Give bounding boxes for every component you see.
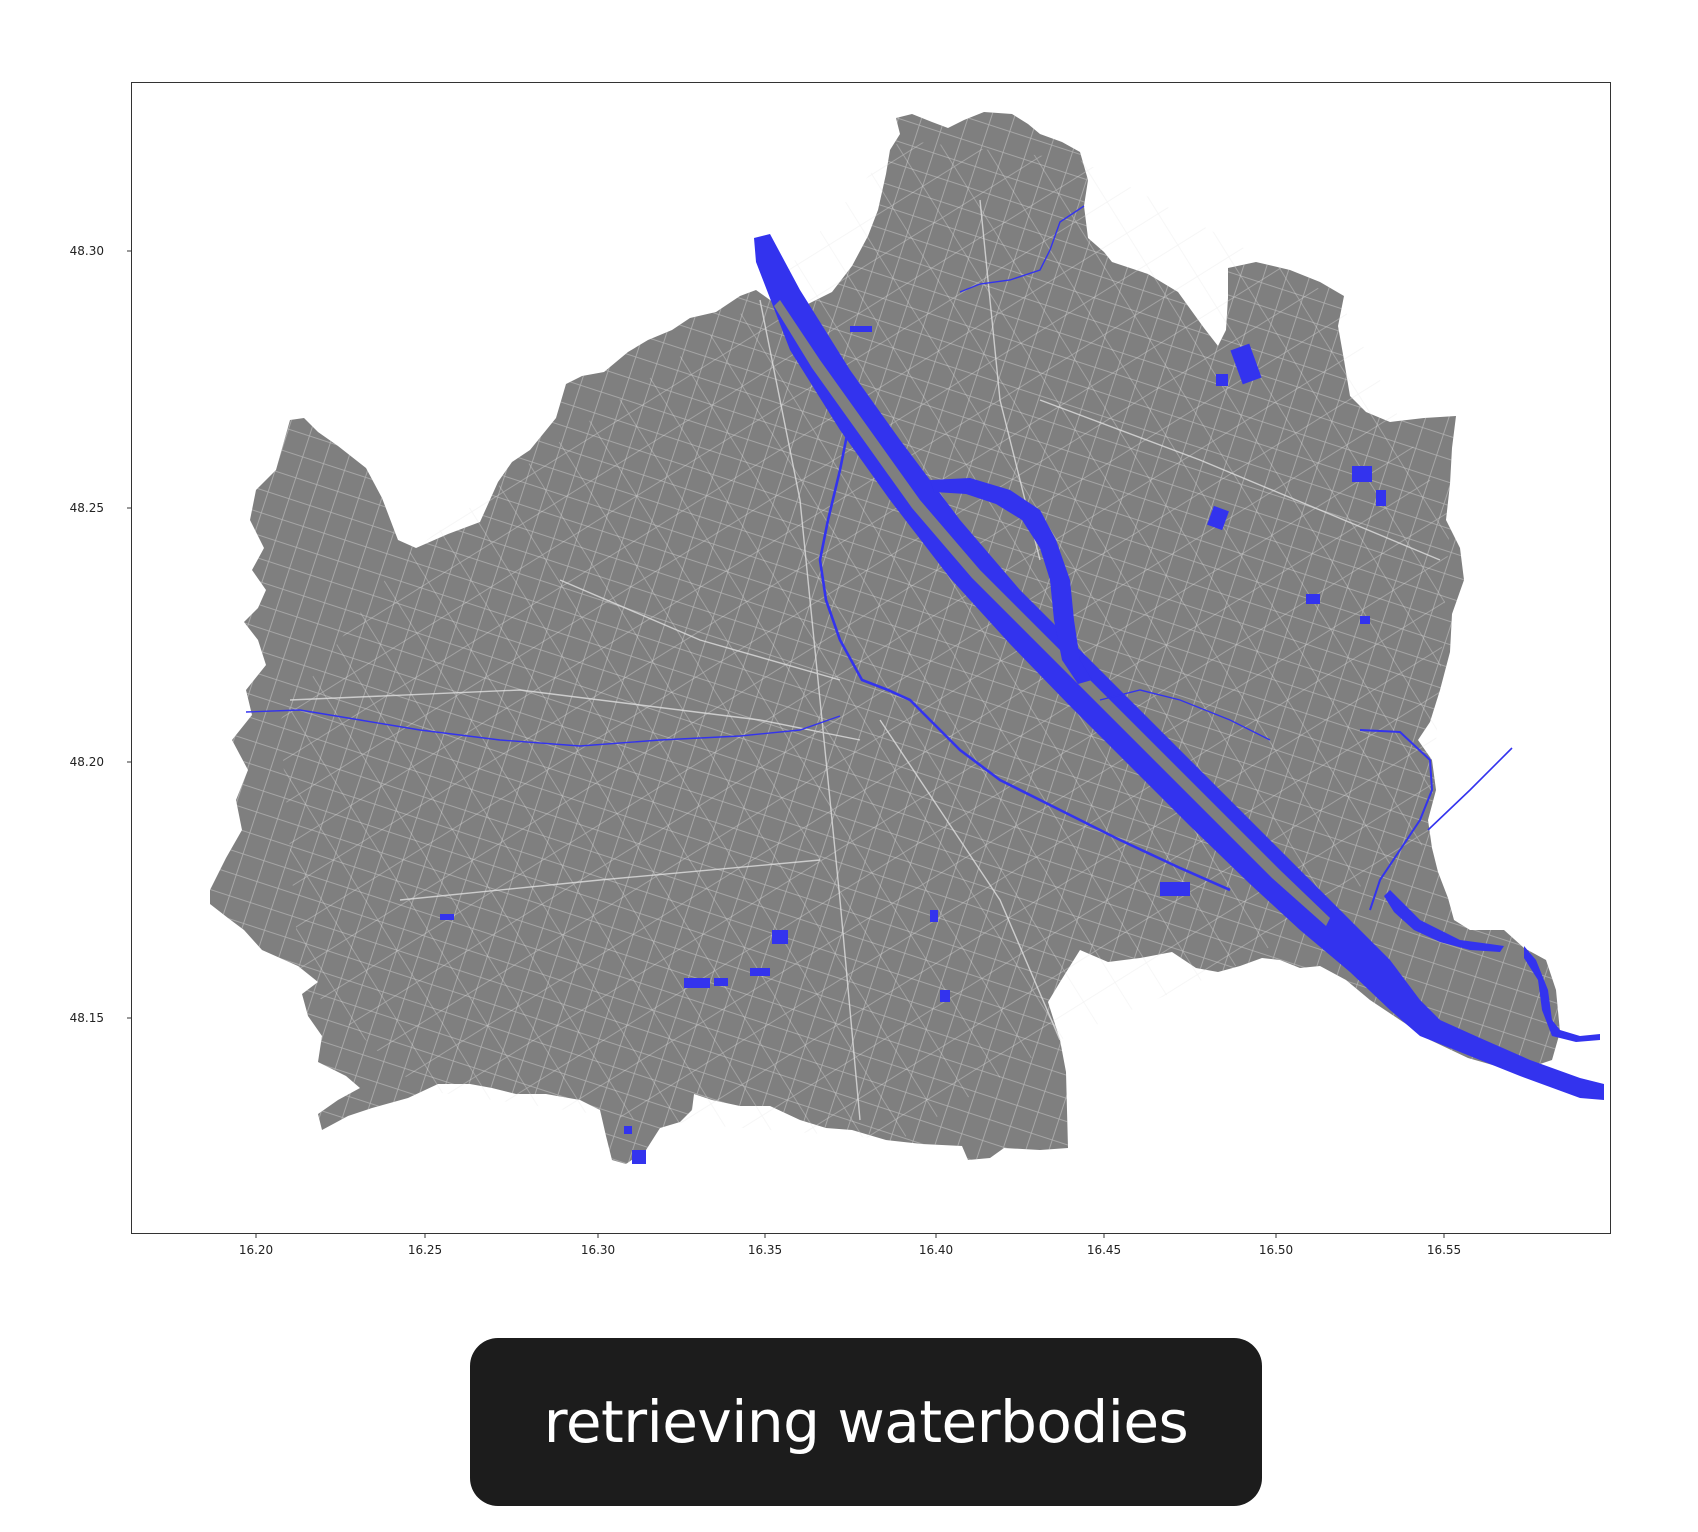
vienna-map xyxy=(127,112,1604,1238)
x-tick-label: 16.55 xyxy=(1426,1243,1462,1257)
lobau-stream xyxy=(1359,729,1434,911)
pond xyxy=(930,910,938,922)
pond xyxy=(1306,594,1320,604)
old-danube xyxy=(930,478,1092,684)
x-tick-label: 16.35 xyxy=(747,1243,783,1257)
lobau-arm xyxy=(1524,946,1600,1042)
pond xyxy=(440,914,454,920)
axis-ticks xyxy=(127,250,1445,1238)
pond xyxy=(684,978,710,988)
pond xyxy=(1160,882,1190,896)
pond xyxy=(1207,505,1229,531)
lobau-channel xyxy=(1384,890,1504,952)
y-tick-label: 48.15 xyxy=(69,1011,104,1025)
pond xyxy=(632,1150,646,1164)
x-tick-label: 16.50 xyxy=(1258,1243,1294,1257)
x-tick-label: 16.40 xyxy=(918,1243,954,1257)
east-stream xyxy=(1099,689,1271,741)
pond xyxy=(1352,466,1372,482)
danube-canal xyxy=(818,429,1231,892)
x-tick-label: 16.25 xyxy=(407,1243,443,1257)
y-tick-label: 48.30 xyxy=(69,244,104,258)
pond xyxy=(1230,343,1262,385)
street-network-secondary xyxy=(280,140,1450,1140)
marchfeld-canal xyxy=(1427,747,1513,831)
caption-banner: retrieving waterbodies xyxy=(470,1338,1262,1506)
pond xyxy=(624,1126,632,1134)
pond xyxy=(772,930,788,944)
waterbodies xyxy=(245,205,1604,1164)
caption-text: retrieving waterbodies xyxy=(543,1388,1189,1456)
wien-river xyxy=(245,709,841,747)
x-tick-label: 16.20 xyxy=(238,1243,274,1257)
pond xyxy=(750,968,770,976)
y-tick-label: 48.20 xyxy=(69,755,104,769)
x-tick-label: 16.45 xyxy=(1086,1243,1122,1257)
y-tick-label: 48.25 xyxy=(69,501,104,515)
northern-stream xyxy=(959,205,1085,293)
pond xyxy=(1216,374,1228,386)
pond xyxy=(850,326,872,332)
x-tick-label: 16.30 xyxy=(580,1243,616,1257)
pond xyxy=(1376,490,1386,506)
pond xyxy=(1360,616,1370,624)
pond xyxy=(940,990,950,1002)
pond xyxy=(714,978,728,986)
